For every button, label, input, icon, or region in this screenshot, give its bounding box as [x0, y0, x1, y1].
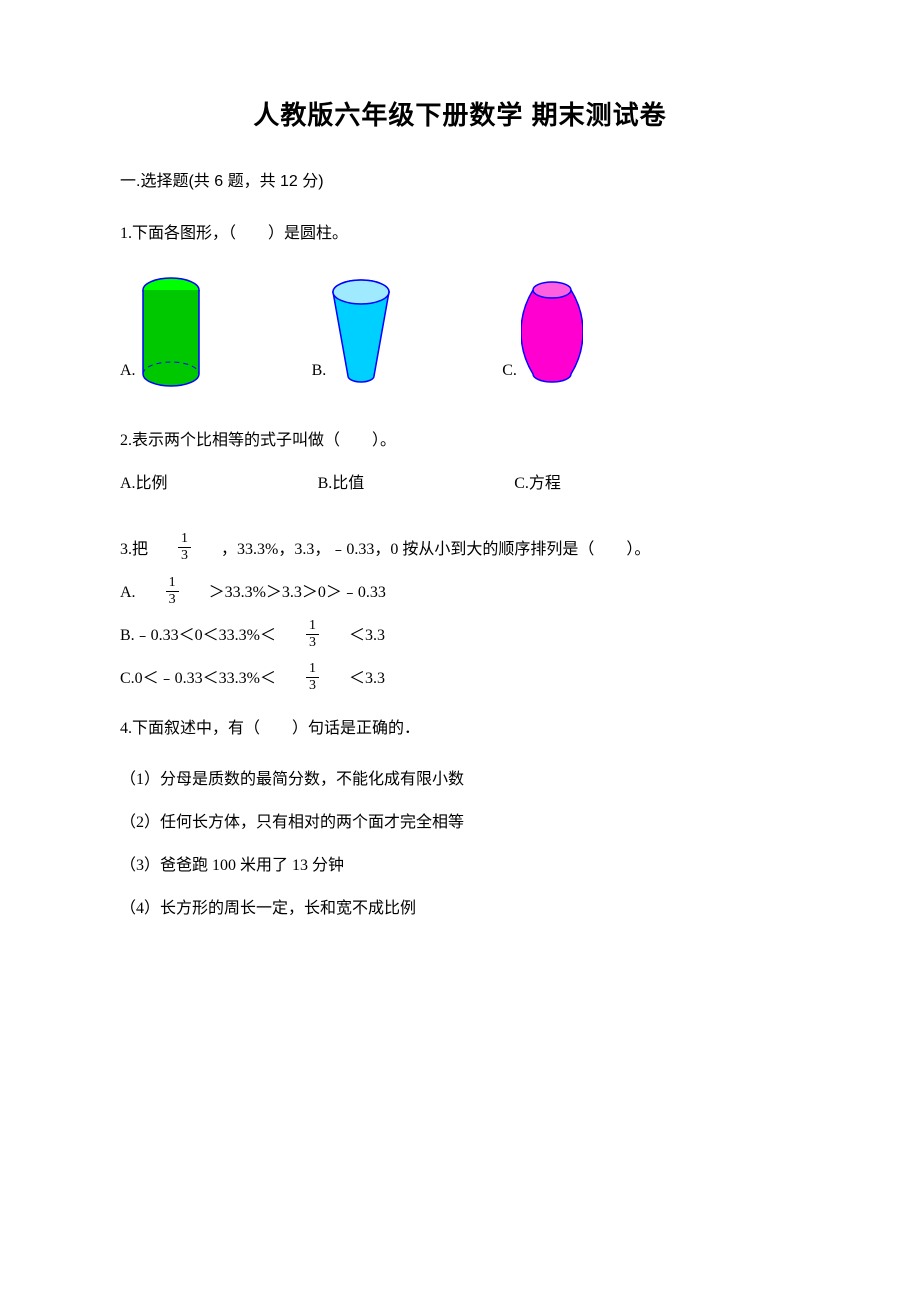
- q2-options: A.比例 B.比值 C.方程: [120, 466, 800, 501]
- q2-c: C.方程: [514, 466, 561, 501]
- q3-option-b: B.﹣0.33＜0＜33.3%＜ 1 3 ＜3.3: [120, 618, 800, 653]
- question-1: 1.下面各图形，（ ）是圆柱。 A. B. C.: [120, 216, 800, 388]
- barrel-icon: [521, 276, 583, 388]
- frac-num: 1: [306, 619, 319, 635]
- q4-s3: （3）爸爸跑 100 米用了 13 分钟: [120, 848, 800, 883]
- q4-s1: （1）分母是质数的最简分数，不能化成有限小数: [120, 762, 800, 797]
- fraction-icon: 1 3: [178, 532, 191, 563]
- q4-s4: （4）长方形的周长一定，长和宽不成比例: [120, 891, 800, 926]
- fraction-icon: 1 3: [306, 662, 319, 693]
- frac-num: 1: [178, 532, 191, 548]
- frac-den: 3: [166, 592, 179, 607]
- frac-den: 3: [306, 678, 319, 693]
- frac-num: 1: [166, 576, 179, 592]
- q3-suffix: ，33.3%，3.3，﹣0.33，0 按从小到大的顺序排列是（ ）。: [205, 541, 650, 558]
- q1-c-label: C.: [502, 353, 517, 388]
- q1-stem: 1.下面各图形，（ ）是圆柱。: [120, 216, 800, 251]
- fraction-icon: 1 3: [166, 576, 179, 607]
- q3-option-a: A. 1 3 ＞33.3%＞3.3＞0＞﹣0.33: [120, 575, 800, 610]
- q1-option-c: C.: [502, 276, 583, 388]
- q2-stem: 2.表示两个比相等的式子叫做（ ）。: [120, 423, 800, 458]
- page-title: 人教版六年级下册数学 期末测试卷: [120, 95, 800, 132]
- q3-a-post: ＞33.3%＞3.3＞0＞﹣0.33: [193, 584, 386, 601]
- q2-b: B.比值: [318, 466, 365, 501]
- q3-prefix: 3.把: [120, 541, 164, 558]
- fraction-icon: 1 3: [306, 619, 319, 650]
- q1-b-label: B.: [312, 353, 327, 388]
- q3-stem: 3.把 1 3 ，33.3%，3.3，﹣0.33，0 按从小到大的顺序排列是（ …: [120, 532, 800, 567]
- frac-den: 3: [306, 635, 319, 650]
- q3-a-pre: A.: [120, 584, 152, 601]
- q3-c-pre: C.0＜﹣0.33＜33.3%＜: [120, 670, 292, 687]
- question-3: 3.把 1 3 ，33.3%，3.3，﹣0.33，0 按从小到大的顺序排列是（ …: [120, 532, 800, 697]
- q3-c-post: ＜3.3: [333, 670, 385, 687]
- section-header: 一.选择题(共 6 题，共 12 分): [120, 167, 800, 191]
- frac-num: 1: [306, 662, 319, 678]
- q3-b-post: ＜3.3: [333, 627, 385, 644]
- q1-option-b: B.: [312, 278, 393, 388]
- q4-stem: 4.下面叙述中，有（ ）句话是正确的．: [120, 711, 800, 746]
- q4-s2: （2）任何长方体，只有相对的两个面才完全相等: [120, 805, 800, 840]
- question-4: 4.下面叙述中，有（ ）句话是正确的． （1）分母是质数的最简分数，不能化成有限…: [120, 711, 800, 926]
- q3-option-c: C.0＜﹣0.33＜33.3%＜ 1 3 ＜3.3: [120, 661, 800, 696]
- q2-a: A.比例: [120, 466, 168, 501]
- q3-b-pre: B.﹣0.33＜0＜33.3%＜: [120, 627, 292, 644]
- q1-options: A. B. C.: [120, 276, 800, 388]
- cone-cup-icon: [330, 278, 392, 388]
- q1-a-label: A.: [120, 353, 136, 388]
- frac-den: 3: [178, 548, 191, 563]
- q1-option-a: A.: [120, 276, 202, 388]
- cylinder-icon: [140, 276, 202, 388]
- question-2: 2.表示两个比相等的式子叫做（ ）。 A.比例 B.比值 C.方程: [120, 423, 800, 501]
